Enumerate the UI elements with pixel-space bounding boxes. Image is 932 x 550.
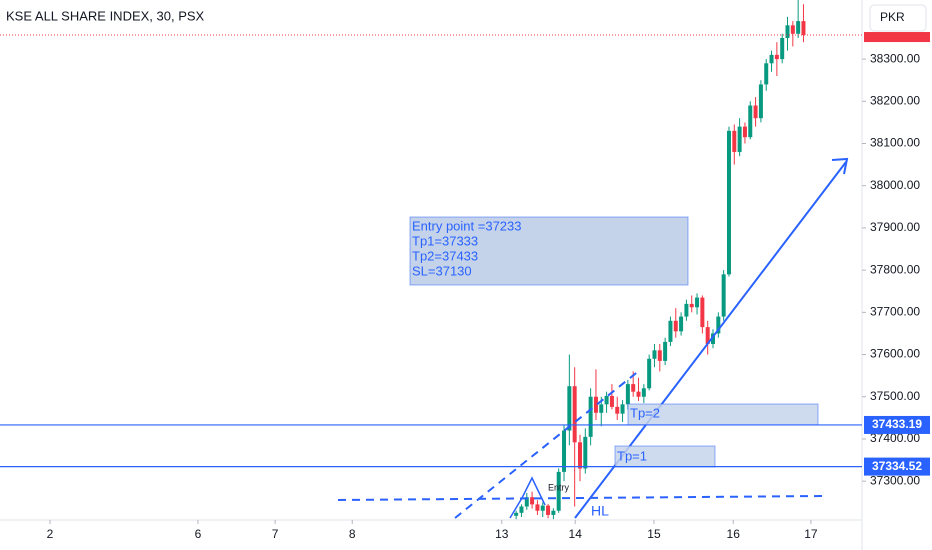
candle-body	[599, 404, 604, 413]
candle-body	[524, 497, 529, 507]
y-tick-label: 37800.00	[870, 262, 920, 276]
candle-body	[785, 25, 790, 38]
y-tick-label: 38200.00	[870, 93, 920, 107]
entry-note: SL=37130	[412, 263, 472, 278]
candle-body	[774, 54, 779, 60]
candle-body	[748, 105, 753, 138]
candle-body	[604, 395, 609, 405]
y-tick-label: 37400.00	[870, 431, 920, 445]
candle-body	[641, 388, 646, 397]
candle-body	[726, 130, 731, 275]
x-tick-label: 17	[804, 527, 818, 541]
support-line	[337, 495, 823, 501]
candle-body	[700, 297, 705, 328]
candle-body	[593, 396, 598, 413]
y-tick-label: 37300.00	[870, 473, 920, 487]
candle-body	[769, 54, 774, 64]
candle-body	[647, 358, 652, 389]
candle-body	[572, 386, 577, 443]
tp1-label: Tp=1	[617, 448, 647, 463]
entry-label: Entry	[548, 482, 570, 492]
currency-button[interactable]	[869, 4, 927, 32]
candle-body	[790, 25, 795, 34]
candle-body	[620, 404, 625, 414]
x-tick-label: 14	[569, 527, 583, 541]
entry-box	[409, 216, 689, 286]
y-tick-label: 38000.00	[870, 178, 920, 192]
tp2-label: Tp=2	[630, 405, 660, 420]
candle-body	[556, 471, 561, 511]
candle-body	[673, 320, 678, 332]
level-label: 37433.19	[872, 417, 922, 431]
candle-body	[636, 391, 641, 397]
candle-body	[551, 510, 556, 515]
candle-body	[567, 386, 572, 431]
x-tick-label: 16	[727, 527, 741, 541]
candle-body	[801, 21, 806, 36]
candle-body	[631, 384, 636, 392]
candle-body	[540, 505, 545, 511]
plot	[514, 0, 806, 520]
candle-body	[535, 504, 540, 511]
candle-body	[732, 130, 737, 152]
candle-body	[737, 126, 742, 152]
channel-line	[454, 369, 641, 519]
candle-body	[615, 406, 620, 414]
entry-note: Tp1=37333	[412, 233, 478, 248]
hl-label: HL	[591, 503, 609, 519]
level-tag	[864, 457, 930, 476]
y-tick-label: 38300.00	[870, 51, 920, 65]
entry-note: Tp2=37433	[412, 248, 478, 263]
candle-body	[711, 333, 716, 344]
entry-note: Entry point =37233	[412, 218, 522, 233]
candle-body	[705, 327, 710, 344]
candle-body	[514, 512, 519, 516]
candle-body	[679, 316, 684, 332]
candle-body	[652, 350, 657, 359]
candle-body	[530, 497, 535, 505]
currency: PKR	[880, 10, 905, 24]
candle-body	[742, 126, 747, 138]
candle-body	[562, 430, 567, 472]
candle-body	[716, 316, 721, 334]
candle-body	[721, 274, 726, 317]
candle-body	[577, 442, 582, 469]
x-tick-label: 6	[195, 527, 202, 541]
y-tick-label: 37700.00	[870, 305, 920, 319]
candle-body	[796, 21, 801, 34]
candle-body	[764, 63, 769, 85]
y-tick-label: 37600.00	[870, 347, 920, 361]
x-tick-label: 7	[272, 527, 279, 541]
candle-body	[609, 395, 614, 407]
candle-body	[625, 384, 630, 405]
x-tick-label: 13	[495, 527, 509, 541]
candle-body	[695, 297, 700, 308]
candle-body	[583, 436, 588, 469]
candle-body	[758, 84, 763, 119]
x-tick-label: 2	[47, 527, 54, 541]
x-tick-label: 15	[647, 527, 661, 541]
y-tick-label: 37900.00	[870, 220, 920, 234]
candle-body	[780, 37, 785, 60]
entry-lines	[509, 476, 546, 519]
candle-body	[588, 396, 593, 437]
arrow-head	[831, 157, 849, 175]
level-tag	[864, 415, 930, 434]
candle-body	[546, 505, 551, 515]
candle-body	[657, 350, 662, 361]
y-tick-label: 38100.00	[870, 136, 920, 150]
candle-body	[668, 320, 673, 342]
candle-body	[684, 303, 689, 317]
chart-title: KSE ALL SHARE INDEX, 30, PSX	[6, 8, 205, 23]
last-price-tag	[864, 32, 930, 43]
candle-body	[519, 506, 524, 513]
x-tick-label: 8	[349, 527, 356, 541]
y-tick-label: 37500.00	[870, 389, 920, 403]
candle-body	[689, 303, 694, 308]
candle-body	[663, 341, 668, 361]
candle-body	[753, 105, 758, 119]
level-label: 37334.52	[872, 459, 922, 473]
